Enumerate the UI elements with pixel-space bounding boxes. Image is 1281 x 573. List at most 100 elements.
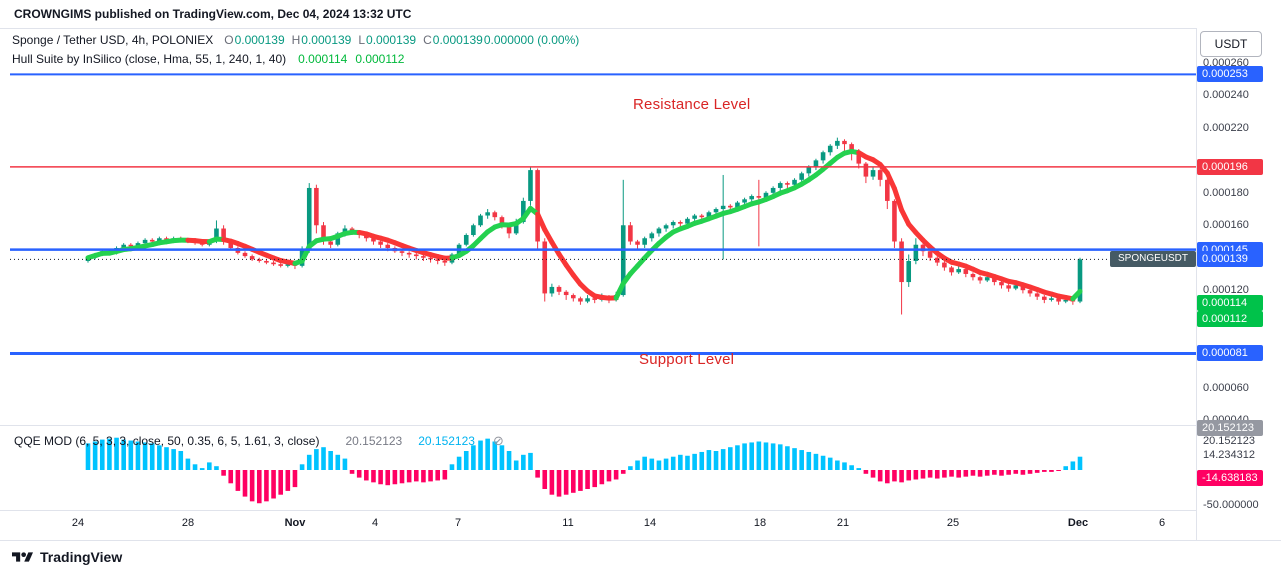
low-value: 0.000139	[366, 33, 417, 47]
bottom-toolbar: TradingView	[0, 541, 1281, 573]
currency-toggle-button[interactable]: USDT	[1200, 31, 1262, 57]
hull-legend-row: Hull Suite by InSilico (close, Hma, 55, …	[12, 52, 579, 66]
candle	[463, 233, 469, 247]
high-value: 0.000139	[301, 33, 352, 47]
candle	[278, 262, 283, 268]
candle	[1027, 288, 1033, 297]
candle	[306, 183, 312, 253]
high-label: H	[291, 33, 301, 47]
candle	[970, 272, 976, 281]
tradingview-logo-icon[interactable]	[12, 548, 33, 566]
qqe-tick-label: -50.000000	[1203, 499, 1259, 511]
candle	[485, 209, 490, 219]
candle	[913, 238, 919, 265]
candle	[777, 181, 783, 192]
time-tick-label: 7	[454, 517, 462, 529]
price-axis[interactable]: USDT 0.000260 0.000240 0.000220 0.000180 0.0…	[1197, 28, 1281, 540]
candle	[528, 166, 533, 206]
qqe-upper-value-badge: 20.152123	[1197, 420, 1263, 436]
time-tick-label: Nov	[284, 517, 306, 529]
price-tick-label: 0.000180	[1203, 186, 1249, 199]
time-tick-label: 28	[181, 517, 195, 529]
price-tick-label: 0.000060	[1203, 381, 1249, 394]
resistance-label[interactable]: Resistance Level	[633, 96, 751, 113]
qqe-tick-label: 20.152123	[1203, 435, 1255, 447]
hull-indicator-title[interactable]: Hull Suite by InSilico (close, Hma, 55, …	[12, 52, 287, 66]
candle	[842, 139, 847, 151]
candle	[749, 194, 755, 203]
close-value: 0.000139	[432, 33, 483, 47]
qqe-histogram[interactable]	[85, 437, 1083, 504]
candle	[963, 267, 969, 278]
close-label: C	[423, 33, 432, 47]
candle	[1006, 283, 1011, 292]
candle	[535, 168, 540, 250]
candle	[492, 210, 498, 221]
candle	[934, 256, 940, 266]
support-label[interactable]: Support Level	[639, 351, 735, 368]
time-tick-label: 6	[1158, 517, 1166, 529]
candle	[678, 220, 683, 227]
resistance-price-badge: 0.000196	[1197, 158, 1263, 175]
candle	[542, 238, 548, 302]
qqe-legend-row: QQE MOD (6, 5, 3, 3, close, 50, 0.35, 6,…	[14, 433, 504, 449]
time-tick-label: 4	[371, 517, 379, 529]
qqe-indicator-title[interactable]: QQE MOD (6, 5, 3, 3, close, 50, 0.35, 6,…	[14, 434, 320, 448]
candle	[799, 171, 804, 184]
candle	[892, 199, 897, 248]
slash-circle-icon[interactable]: ⊘	[492, 433, 504, 448]
price-tick-label: 0.000240	[1203, 89, 1249, 102]
candle	[421, 254, 426, 261]
change-value: 0.000000 (0.00%)	[483, 33, 580, 47]
time-tick-label: 25	[946, 517, 960, 529]
time-tick-label: 21	[836, 517, 850, 529]
low-label: L	[358, 33, 366, 47]
price-tick-label: 0.000260	[1203, 57, 1249, 69]
publish-attribution: CROWNGIMS published on TradingView.com, …	[14, 7, 412, 21]
time-tick-label: 11	[562, 517, 574, 529]
candle	[478, 213, 483, 227]
candle	[863, 161, 869, 184]
candle	[870, 166, 876, 180]
tradingview-wordmark[interactable]: TradingView	[40, 549, 123, 565]
candle	[578, 296, 583, 305]
open-label: O	[224, 33, 234, 47]
time-tick-label: 14	[643, 517, 657, 529]
price-tick-label: 0.000220	[1203, 121, 1249, 134]
time-tick-label: Dec	[1067, 517, 1089, 529]
candle	[956, 265, 961, 274]
candle	[756, 179, 762, 247]
candle	[635, 239, 640, 250]
candle	[556, 285, 562, 296]
last-price-badge: 0.000139	[1197, 251, 1263, 268]
candle	[720, 174, 726, 260]
candle	[406, 251, 412, 258]
candle	[877, 168, 883, 187]
hull-lower-value-badge: 0.000112	[1197, 311, 1263, 327]
candle	[314, 184, 319, 234]
symbol-title[interactable]: Sponge / Tether USD, 4h, POLONIEX	[12, 33, 214, 47]
candle	[549, 283, 555, 297]
support-price-badge: 0.000081	[1197, 345, 1263, 362]
candle	[378, 239, 383, 248]
price-tick-label: 0.000160	[1203, 219, 1249, 232]
candle	[835, 137, 840, 150]
candle	[585, 295, 590, 304]
candle	[663, 223, 669, 232]
candle	[949, 265, 954, 276]
candle	[271, 260, 276, 266]
time-axis[interactable]: 24 28 Nov 4 7 11 14 18 21 25 Dec 6	[0, 510, 1196, 540]
candle	[242, 251, 248, 258]
candle	[249, 254, 255, 261]
open-value: 0.000139	[234, 33, 285, 47]
candle	[906, 254, 912, 287]
hull-upper-value-badge: 0.000114	[1197, 295, 1263, 311]
symbol-legend-row: Sponge / Tether USD, 4h, POLONIEX O 0.00…	[12, 33, 579, 47]
candle	[692, 213, 697, 223]
hull-suite-ribbon[interactable]	[85, 148, 1083, 302]
candle	[563, 290, 569, 300]
candle	[620, 179, 626, 297]
candle	[977, 275, 983, 284]
candle	[670, 220, 676, 229]
